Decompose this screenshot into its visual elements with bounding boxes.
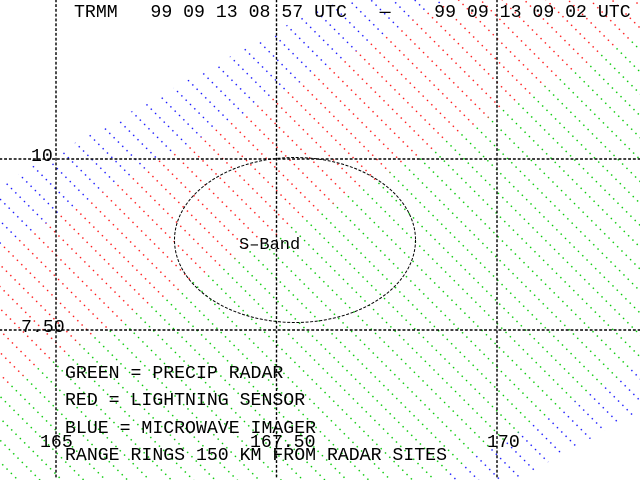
svg-text:TRMM 99 09 13 08 57 UTC —: TRMM 99 09 13 08 57 UTC — 99 09 13 09 02… — [74, 3, 631, 23]
svg-text:S–Band: S–Band — [239, 236, 300, 255]
svg-text:7.50: 7.50 — [21, 318, 65, 338]
svg-text:170: 170 — [487, 433, 520, 453]
svg-text:RANGE RINGS 150 KM FROM RADAR: RANGE RINGS 150 KM FROM RADAR SITES — [65, 446, 447, 466]
svg-text:RED = LIGHTNING SENSOR: RED = LIGHTNING SENSOR — [65, 391, 305, 411]
svg-text:BLUE = MICROWAVE IMAGER: BLUE = MICROWAVE IMAGER — [65, 419, 316, 439]
svg-text:GREEN = PRECIP RADAR: GREEN = PRECIP RADAR — [65, 364, 283, 384]
svg-text:10: 10 — [31, 147, 53, 167]
